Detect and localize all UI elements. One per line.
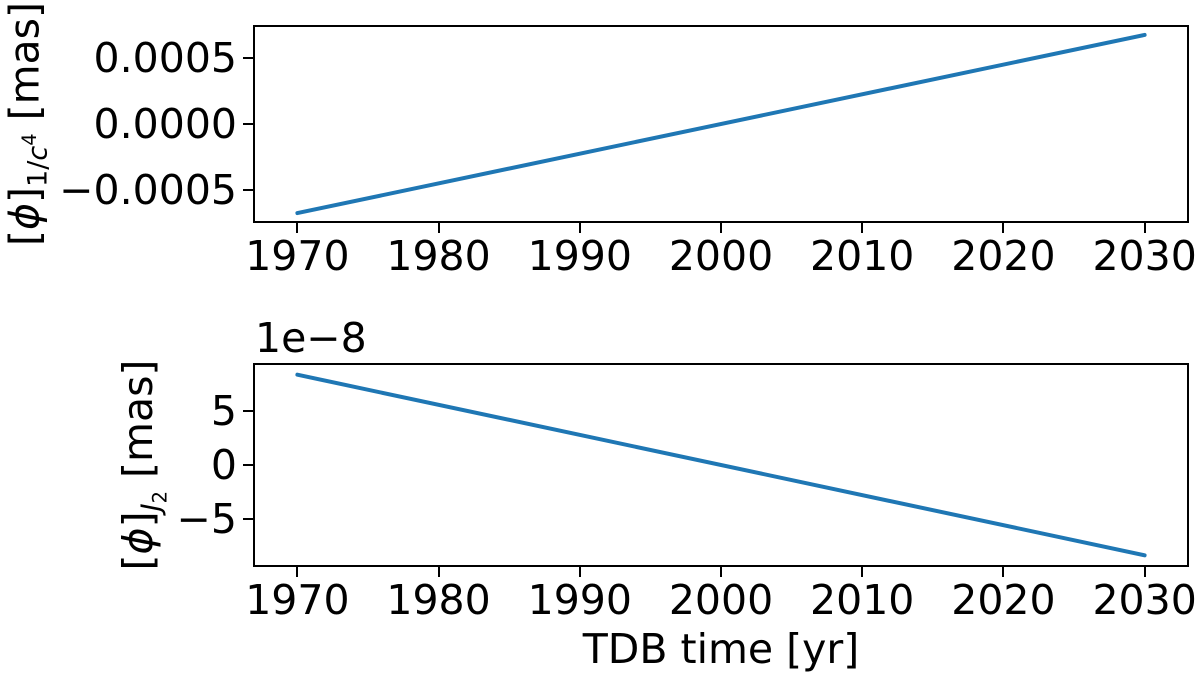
- y-tick-label: −0.0005: [59, 165, 237, 214]
- x-tick-label: 2030: [1092, 232, 1197, 280]
- x-tick-mark: [1143, 567, 1146, 577]
- x-tick-label: 1970: [245, 576, 350, 624]
- y-tick-label: 5: [210, 387, 237, 436]
- y-tick-label: 0: [210, 441, 237, 489]
- x-tick-label: 2010: [810, 232, 915, 280]
- bracket-open: [: [0, 230, 49, 247]
- x-tick-mark: [578, 223, 581, 233]
- line-series-top: [295, 32, 1147, 216]
- x-tick-label: 2000: [668, 576, 774, 624]
- x-tick-mark: [861, 223, 864, 233]
- y-tick-label: 0.0000: [93, 100, 237, 148]
- line-series-bottom: [295, 372, 1147, 558]
- y-tick-mark: [243, 464, 253, 466]
- y-axis-offset-label: 1e−8: [255, 314, 367, 362]
- y-tick-label: 0.0005: [93, 34, 237, 83]
- x-tick-label: 1980: [386, 232, 491, 280]
- y-tick-mark: [243, 123, 253, 125]
- x-tick-label: 2020: [951, 232, 1056, 280]
- y-tick-label: −5: [176, 494, 237, 543]
- x-tick-mark: [720, 223, 722, 233]
- x-tick-label: 2030: [1092, 576, 1197, 624]
- x-tick-mark: [1002, 567, 1005, 577]
- y-tick-mark: [243, 57, 253, 60]
- x-tick-mark: [437, 567, 440, 577]
- x-tick-label: 2010: [810, 576, 915, 624]
- data-line-top: [295, 32, 1147, 216]
- data-line-bottom: [295, 372, 1147, 558]
- x-axis-label: TDB time [yr]: [582, 625, 860, 673]
- x-tick-mark: [296, 223, 299, 233]
- x-tick-mark: [1002, 223, 1005, 233]
- x-tick-label: 1980: [386, 576, 491, 624]
- axes-bottom: [253, 363, 1189, 567]
- axes-top: [253, 25, 1189, 223]
- y-tick-mark: [243, 410, 253, 413]
- x-tick-label: 2000: [668, 232, 774, 280]
- bracket-open: [: [113, 554, 162, 571]
- x-tick-label: 1990: [527, 576, 632, 624]
- y-tick-mark: [243, 188, 253, 191]
- x-tick-label: 1970: [245, 232, 350, 280]
- x-tick-mark: [578, 567, 581, 577]
- x-tick-mark: [1143, 223, 1146, 233]
- x-tick-mark: [720, 567, 722, 577]
- x-tick-mark: [861, 567, 864, 577]
- y-tick-mark: [243, 517, 253, 520]
- x-tick-mark: [437, 223, 440, 233]
- x-tick-mark: [296, 567, 299, 577]
- x-tick-label: 2020: [951, 576, 1056, 624]
- subscript-c: c: [22, 145, 54, 161]
- x-tick-label: 1990: [527, 232, 632, 280]
